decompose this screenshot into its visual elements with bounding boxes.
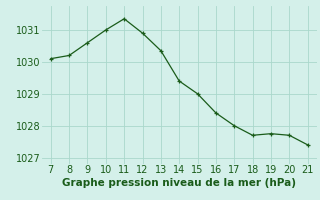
X-axis label: Graphe pression niveau de la mer (hPa): Graphe pression niveau de la mer (hPa): [62, 178, 296, 188]
